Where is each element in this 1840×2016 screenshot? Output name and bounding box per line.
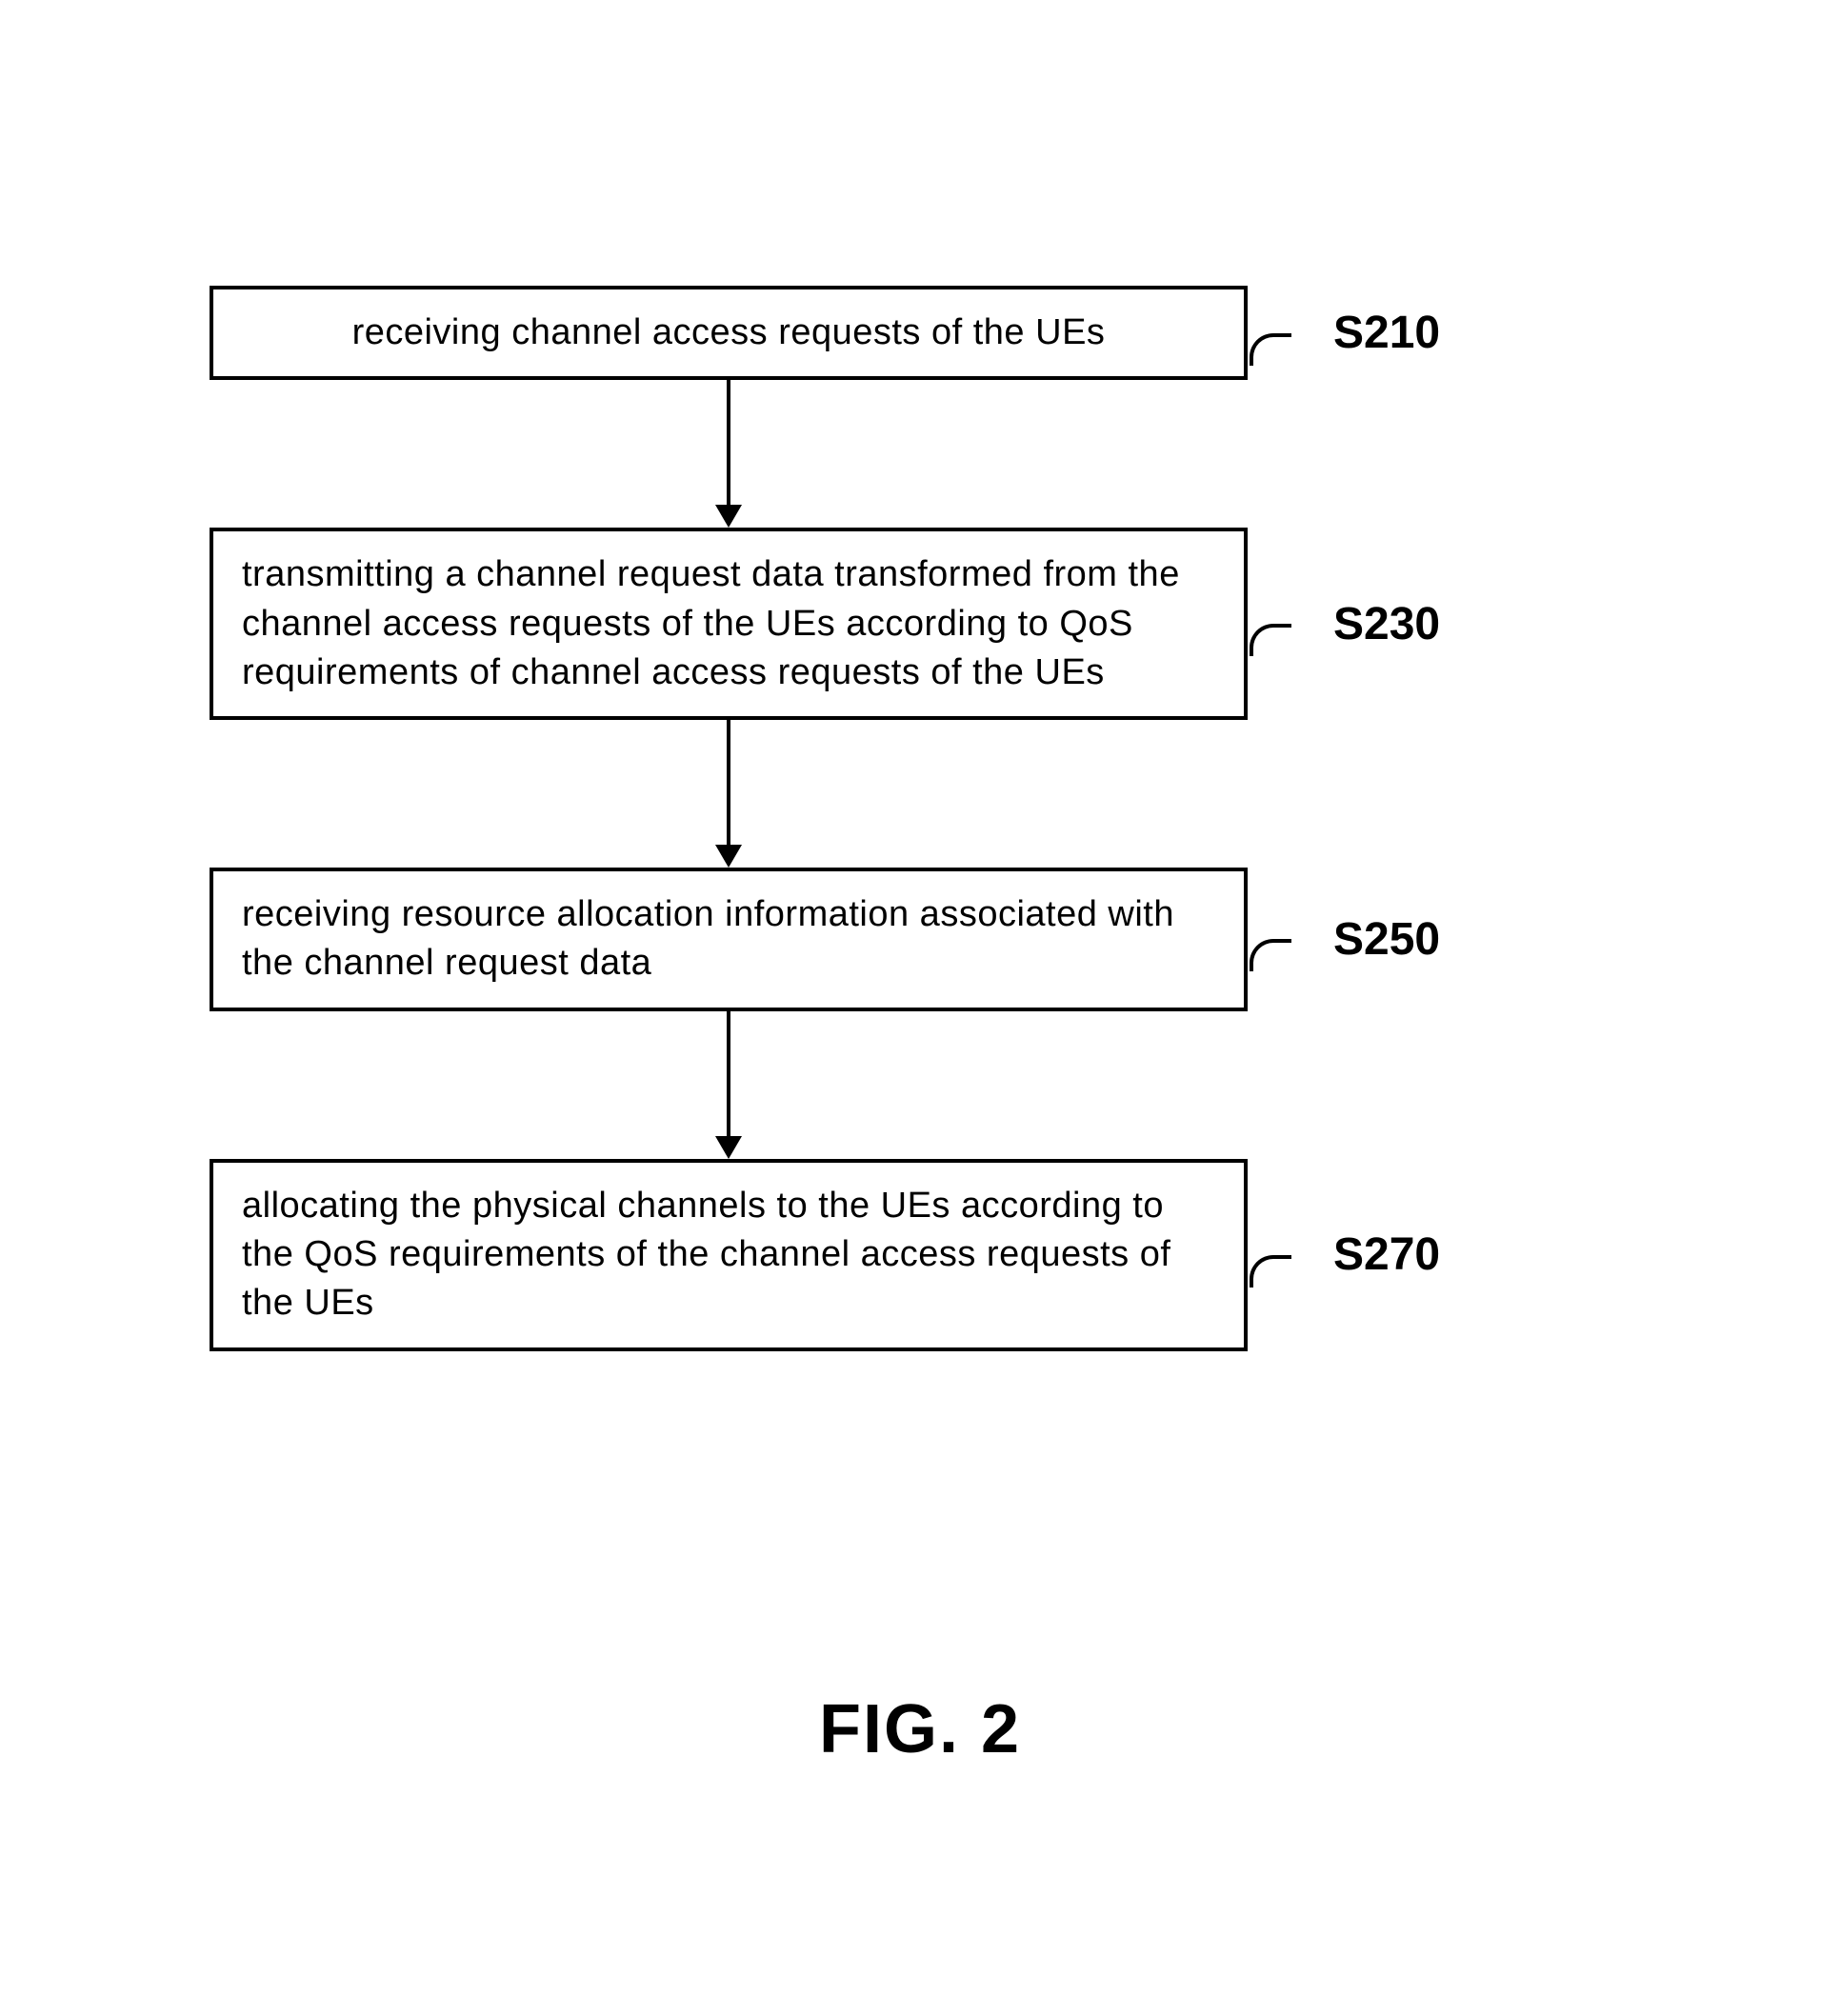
flow-node-s270: allocating the physical channels to the … (210, 1159, 1638, 1351)
label-connector (1250, 624, 1291, 656)
flowchart: receiving channel access requests of the… (210, 286, 1638, 1351)
flow-box: transmitting a channel request data tran… (210, 528, 1248, 720)
flow-box-text: allocating the physical channels to the … (242, 1186, 1170, 1324)
label-connector (1250, 939, 1291, 971)
arrow-head-icon (715, 845, 742, 868)
arrow-line (727, 380, 730, 505)
flow-box-text: receiving resource allocation informatio… (242, 894, 1174, 983)
flow-box-text: receiving channel access requests of the… (352, 312, 1106, 352)
diagram-container: receiving channel access requests of the… (0, 0, 1840, 2016)
flow-label: S210 (1333, 307, 1440, 359)
flow-arrow (210, 720, 1248, 868)
arrow-line (727, 720, 730, 845)
flow-arrow (210, 1011, 1248, 1159)
arrow-line (727, 1011, 730, 1136)
arrow-head-icon (715, 1136, 742, 1159)
flow-node-s210: receiving channel access requests of the… (210, 286, 1638, 380)
flow-label: S270 (1333, 1228, 1440, 1281)
flow-label: S230 (1333, 598, 1440, 650)
label-connector (1250, 1255, 1291, 1287)
flow-box: receiving resource allocation informatio… (210, 868, 1248, 1011)
figure-caption: FIG. 2 (0, 1690, 1840, 1768)
flow-arrow (210, 380, 1248, 528)
flow-label: S250 (1333, 913, 1440, 966)
flow-box-text: transmitting a channel request data tran… (242, 554, 1180, 692)
flow-node-s250: receiving resource allocation informatio… (210, 868, 1638, 1011)
flow-box: allocating the physical channels to the … (210, 1159, 1248, 1351)
flow-node-s230: transmitting a channel request data tran… (210, 528, 1638, 720)
label-connector (1250, 333, 1291, 366)
flow-box: receiving channel access requests of the… (210, 286, 1248, 380)
arrow-head-icon (715, 505, 742, 528)
